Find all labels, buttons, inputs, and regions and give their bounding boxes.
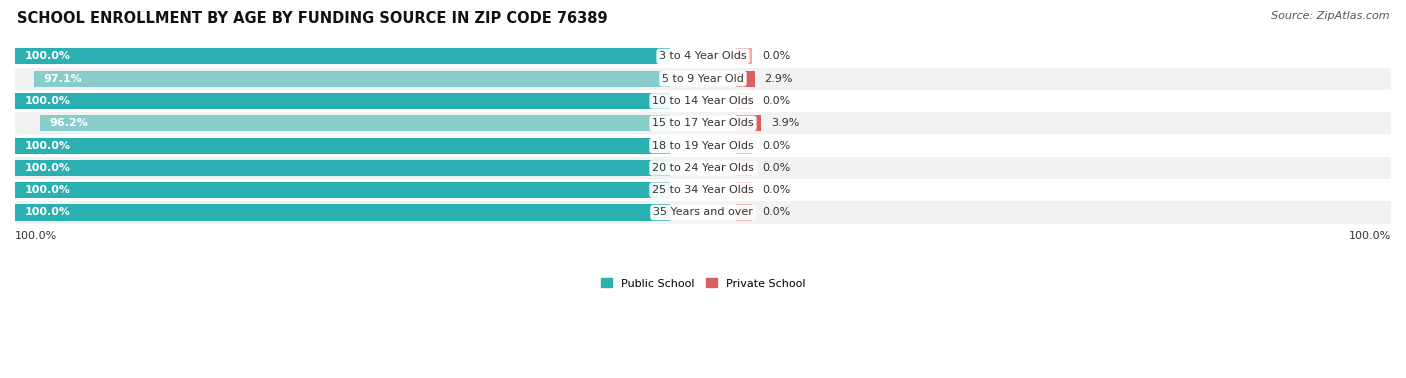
Text: 25 to 34 Year Olds: 25 to 34 Year Olds [652, 185, 754, 195]
FancyBboxPatch shape [15, 135, 1391, 157]
Legend: Public School, Private School: Public School, Private School [596, 274, 810, 293]
Text: 97.1%: 97.1% [44, 74, 83, 84]
Text: 5 to 9 Year Old: 5 to 9 Year Old [662, 74, 744, 84]
Bar [735, 93, 752, 109]
Text: 100.0%: 100.0% [25, 185, 70, 195]
Text: 100.0%: 100.0% [25, 96, 70, 106]
Text: 0.0%: 0.0% [762, 163, 790, 173]
Text: 0.0%: 0.0% [762, 51, 790, 61]
Bar [735, 182, 752, 198]
Text: Source: ZipAtlas.com: Source: ZipAtlas.com [1271, 11, 1389, 21]
Bar [15, 48, 671, 64]
Bar [735, 204, 752, 220]
Bar [15, 93, 671, 109]
Text: 10 to 14 Year Olds: 10 to 14 Year Olds [652, 96, 754, 106]
Text: 18 to 19 Year Olds: 18 to 19 Year Olds [652, 141, 754, 150]
Text: 100.0%: 100.0% [25, 141, 70, 150]
Text: 35 Years and over: 35 Years and over [652, 208, 754, 217]
Text: 2.9%: 2.9% [765, 74, 793, 84]
FancyBboxPatch shape [15, 45, 1391, 68]
Text: 100.0%: 100.0% [25, 163, 70, 173]
Bar [34, 71, 671, 87]
Text: 0.0%: 0.0% [762, 141, 790, 150]
FancyBboxPatch shape [15, 201, 1391, 224]
Bar [39, 115, 671, 131]
Bar [735, 71, 755, 87]
Bar [15, 160, 671, 176]
Text: 96.2%: 96.2% [49, 118, 89, 128]
Text: 3.9%: 3.9% [770, 118, 800, 128]
Bar [735, 48, 752, 64]
Text: 3 to 4 Year Olds: 3 to 4 Year Olds [659, 51, 747, 61]
Bar [735, 160, 752, 176]
Text: 100.0%: 100.0% [15, 231, 58, 242]
Text: 100.0%: 100.0% [25, 51, 70, 61]
Bar [15, 204, 671, 220]
FancyBboxPatch shape [15, 157, 1391, 179]
Bar [735, 115, 761, 131]
Text: SCHOOL ENROLLMENT BY AGE BY FUNDING SOURCE IN ZIP CODE 76389: SCHOOL ENROLLMENT BY AGE BY FUNDING SOUR… [17, 11, 607, 26]
Text: 100.0%: 100.0% [1348, 231, 1391, 242]
Text: 0.0%: 0.0% [762, 185, 790, 195]
FancyBboxPatch shape [15, 68, 1391, 90]
FancyBboxPatch shape [15, 179, 1391, 201]
Text: 20 to 24 Year Olds: 20 to 24 Year Olds [652, 163, 754, 173]
Bar [735, 138, 752, 153]
FancyBboxPatch shape [15, 112, 1391, 135]
Bar [15, 182, 671, 198]
Bar [15, 138, 671, 153]
FancyBboxPatch shape [15, 90, 1391, 112]
Text: 0.0%: 0.0% [762, 96, 790, 106]
Text: 100.0%: 100.0% [25, 208, 70, 217]
Text: 15 to 17 Year Olds: 15 to 17 Year Olds [652, 118, 754, 128]
Text: 0.0%: 0.0% [762, 208, 790, 217]
